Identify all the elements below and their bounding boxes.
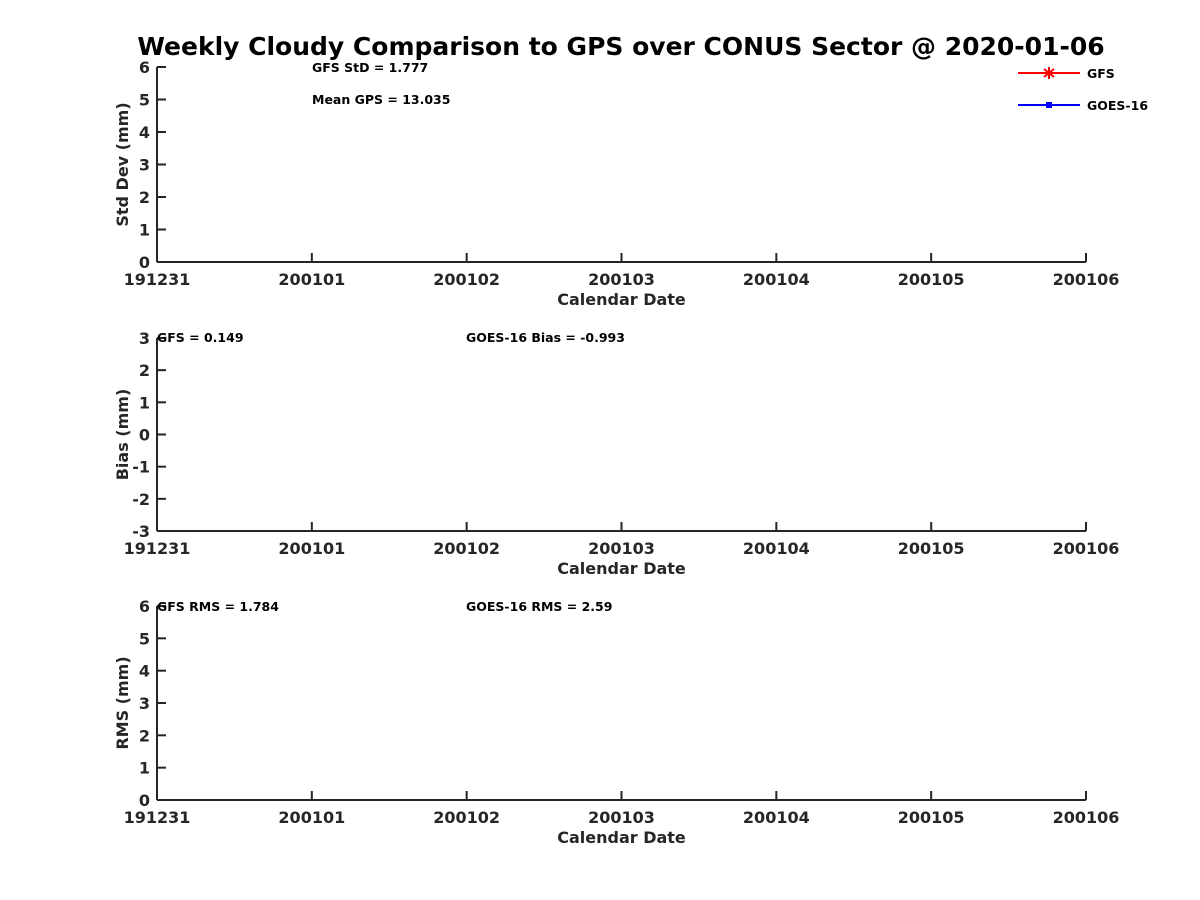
- y-tick-label: -1: [132, 458, 150, 477]
- x-tick-label: 200102: [433, 808, 500, 827]
- x-tick-label: 200101: [278, 270, 345, 289]
- y-tick-label: -3: [132, 522, 150, 541]
- stat-annotation: GFS RMS = 1.784: [157, 599, 279, 614]
- y-tick-label: 6: [139, 597, 150, 616]
- y-tick-label: -2: [132, 490, 150, 509]
- y-tick-label: 1: [139, 221, 150, 240]
- x-tick-label: 200102: [433, 539, 500, 558]
- y-tick-label: 0: [139, 253, 150, 272]
- subplot-3: 0 1 2 3 4 5 6 191231 200101 200102 200103 200104 200…: [113, 597, 1119, 847]
- y-tick-label: 2: [139, 361, 150, 380]
- figure-title: Weekly Cloudy Comparison to GPS over CON…: [137, 32, 1104, 61]
- y-tick-label: 5: [139, 629, 150, 648]
- x-tick-label: 200103: [588, 270, 655, 289]
- stat-annotation: GFS StD = 1.777: [312, 60, 428, 75]
- x-tick-label: 200104: [743, 539, 810, 558]
- x-axis-title: Calendar Date: [557, 290, 686, 309]
- x-tick-label: 200103: [588, 808, 655, 827]
- x-axis-title: Calendar Date: [557, 828, 686, 847]
- x-tick-label: 200105: [898, 270, 965, 289]
- legend: GFS GOES-16: [1018, 66, 1148, 113]
- y-axis-title: Bias (mm): [113, 389, 132, 481]
- y-axis-title: RMS (mm): [113, 656, 132, 749]
- x-tick-label: 191231: [124, 270, 191, 289]
- legend-label: GFS: [1087, 66, 1115, 81]
- x-tick-label: 191231: [124, 539, 191, 558]
- y-tick-label: 0: [139, 791, 150, 810]
- y-tick-label: 1: [139, 759, 150, 778]
- legend-item-goes-16: GOES-16: [1018, 98, 1148, 113]
- x-tick-label: 200103: [588, 539, 655, 558]
- x-tick-label: 200104: [743, 270, 810, 289]
- y-tick-label: 3: [139, 156, 150, 175]
- y-tick-label: 0: [139, 426, 150, 445]
- asterisk-marker-icon: [1043, 67, 1055, 79]
- stat-annotation: GOES-16 RMS = 2.59: [466, 599, 612, 614]
- legend-label: GOES-16: [1087, 98, 1148, 113]
- y-tick-label: 2: [139, 188, 150, 207]
- y-tick-label: 4: [139, 123, 150, 142]
- x-tick-label: 200106: [1053, 808, 1120, 827]
- subplot-1: 0 1 2 3 4 5 6 191231 200101 200102 200103 200104 200…: [113, 58, 1119, 309]
- x-tick-label: 200104: [743, 808, 810, 827]
- y-tick-label: 6: [139, 58, 150, 77]
- x-tick-label: 200105: [898, 808, 965, 827]
- x-tick-label: 200101: [278, 539, 345, 558]
- y-tick-label: 3: [139, 329, 150, 348]
- x-axis-title: Calendar Date: [557, 559, 686, 578]
- legend-item-gfs: GFS: [1018, 66, 1115, 81]
- x-tick-label: 191231: [124, 808, 191, 827]
- y-tick-label: 2: [139, 726, 150, 745]
- y-tick-label: 4: [139, 662, 150, 681]
- stat-annotation: GFS = 0.149: [157, 330, 244, 345]
- stat-annotation: Mean GPS = 13.035: [312, 92, 450, 107]
- x-tick-label: 200105: [898, 539, 965, 558]
- y-tick-label: 5: [139, 91, 150, 110]
- x-tick-label: 200106: [1053, 270, 1120, 289]
- x-tick-label: 200101: [278, 808, 345, 827]
- subplot-2: -3 -2 -1 0 1 2 3 191231 200101 200102 200103 200104…: [113, 329, 1119, 578]
- y-tick-label: 1: [139, 393, 150, 412]
- x-tick-label: 200106: [1053, 539, 1120, 558]
- stat-annotation: GOES-16 Bias = -0.993: [466, 330, 625, 345]
- y-tick-label: 3: [139, 694, 150, 713]
- y-axis-title: Std Dev (mm): [113, 102, 132, 226]
- square-marker-icon: [1046, 102, 1052, 108]
- x-tick-label: 200102: [433, 270, 500, 289]
